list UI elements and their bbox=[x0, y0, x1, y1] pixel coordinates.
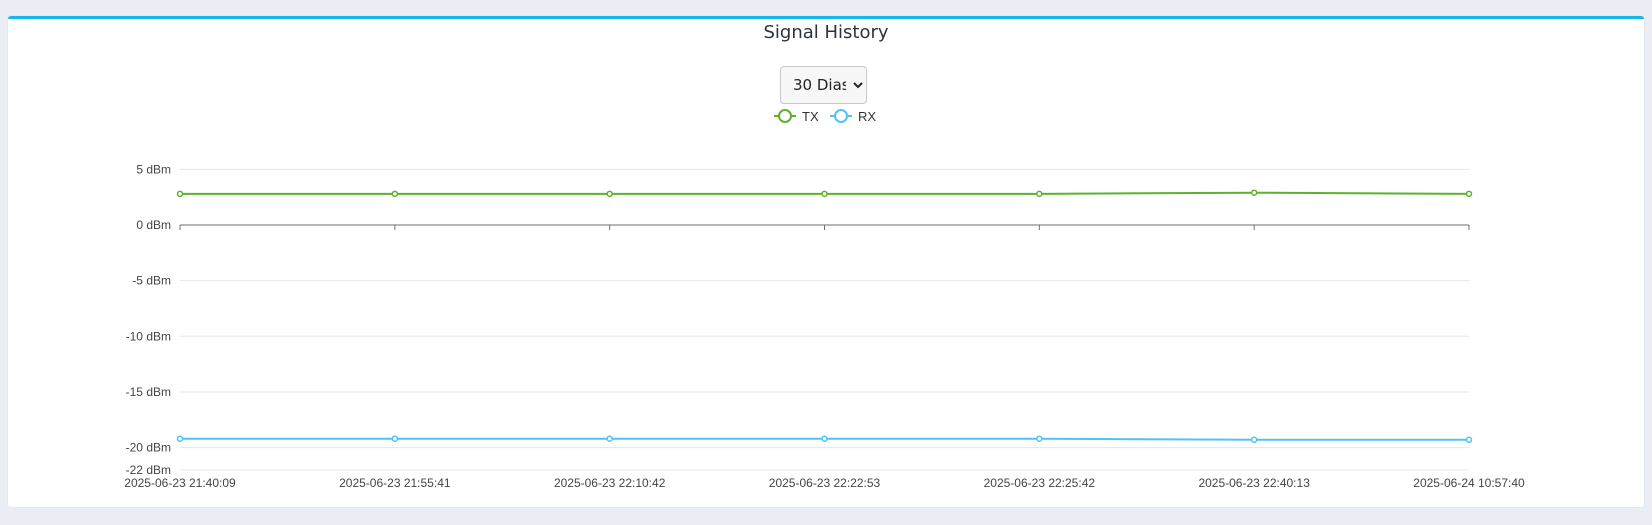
y-tick-label: -20 dBm bbox=[126, 441, 171, 455]
y-tick-label: 0 dBm bbox=[136, 218, 171, 232]
data-point-tx bbox=[391, 190, 399, 198]
data-point-rx bbox=[176, 435, 184, 442]
data-point-tx bbox=[606, 190, 613, 198]
legend-label: RX bbox=[858, 109, 876, 124]
x-tick-label: 2025-06-23 21:55:41 bbox=[339, 476, 451, 490]
legend-item-rx[interactable]: RX bbox=[830, 109, 876, 124]
y-tick-label: 5 dBm bbox=[136, 162, 171, 176]
x-tick-label: 2025-06-24 10:57:40 bbox=[1413, 476, 1525, 490]
y-tick-label: -22 dBm bbox=[126, 463, 171, 477]
x-tick-label: 2025-06-23 21:40:09 bbox=[124, 476, 236, 490]
panel-title: Signal History bbox=[763, 22, 889, 43]
data-point-rx bbox=[1036, 435, 1043, 442]
data-point-rx bbox=[391, 435, 399, 442]
y-tick-label: -10 dBm bbox=[126, 329, 171, 343]
data-point-tx bbox=[821, 190, 828, 198]
time-range-select[interactable]: 30 Dias bbox=[780, 66, 867, 104]
x-tick-label: 2025-06-23 22:40:13 bbox=[1198, 476, 1310, 490]
x-tick-label: 2025-06-23 22:22:53 bbox=[769, 476, 881, 490]
signal-history-panel: Signal History 30 Dias bbox=[8, 16, 1644, 507]
data-point-tx bbox=[176, 190, 184, 198]
x-tick-label: 2025-06-23 22:25:42 bbox=[984, 476, 1096, 490]
data-point-tx bbox=[1250, 189, 1258, 196]
legend-marker-icon bbox=[834, 109, 848, 123]
legend-item-tx[interactable]: TX bbox=[774, 109, 819, 124]
data-point-tx bbox=[1465, 190, 1473, 198]
data-point-rx bbox=[606, 435, 613, 442]
legend-label: TX bbox=[802, 109, 819, 124]
x-tick-label: 2025-06-23 22:10:42 bbox=[554, 476, 666, 490]
legend-marker-icon bbox=[778, 109, 792, 123]
data-point-rx bbox=[1465, 436, 1473, 444]
y-tick-label: -5 dBm bbox=[132, 274, 171, 288]
data-point-rx bbox=[1250, 436, 1258, 444]
data-point-tx bbox=[1036, 190, 1043, 198]
y-tick-label: -15 dBm bbox=[126, 385, 171, 399]
data-point-rx bbox=[821, 435, 828, 442]
